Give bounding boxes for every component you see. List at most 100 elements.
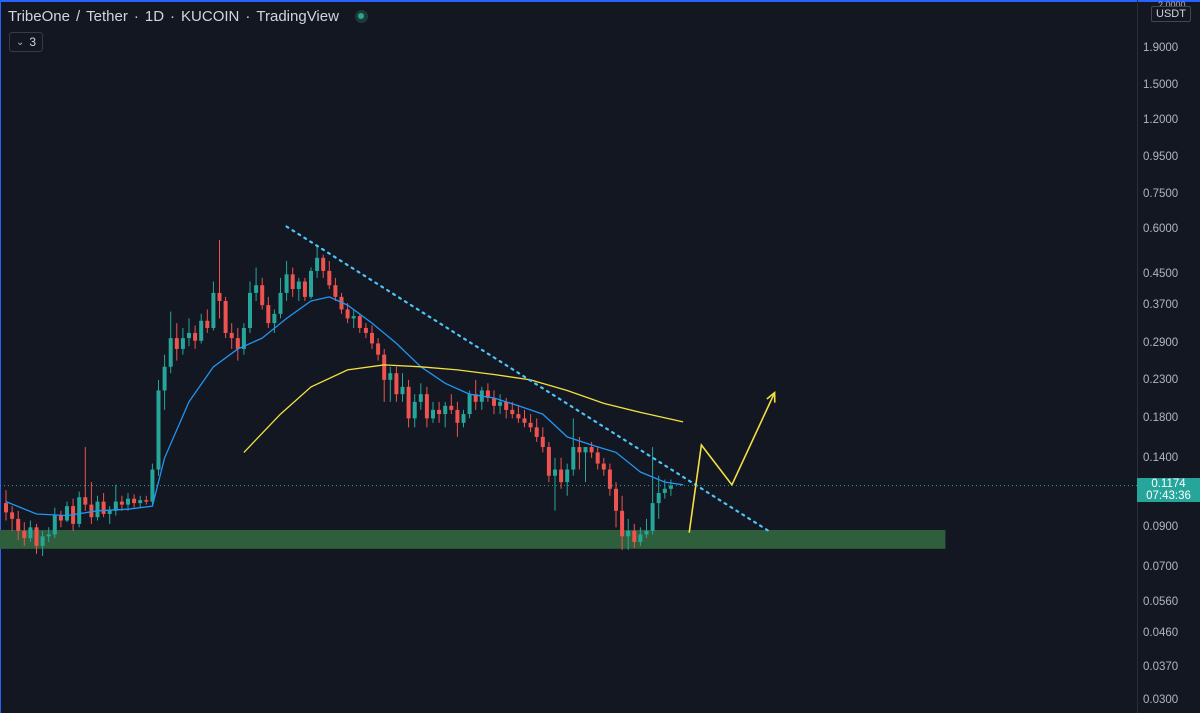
candle-body [614,488,618,511]
candle-body [327,270,332,286]
projection-arrowhead [766,391,776,403]
timeframe-label[interactable]: 1D [144,7,165,25]
candle-body [546,447,551,476]
candle-body [485,390,490,398]
drawings-layer [285,225,776,533]
candle-body [363,327,368,333]
ema-long-line [243,364,684,453]
candle-body [217,292,222,301]
candle-body [10,512,15,519]
projection-path [688,392,776,533]
candle-body [223,300,228,333]
candle-body [467,394,472,415]
indicator-count: 3 [29,35,37,49]
candle-body [351,316,356,319]
candle-body [101,501,106,514]
axis-tick-label: 0.4500 [1143,268,1179,281]
candle-body [345,309,350,319]
candle-body [89,504,94,518]
candle-body [168,338,173,367]
quote-name[interactable]: Tether [86,7,128,25]
candle-body [248,292,252,328]
candle-body [449,405,454,410]
candle-body [559,469,564,483]
candle-body [235,338,240,349]
candle-body [510,409,515,415]
provider-label: TradingView [256,7,339,25]
candle-body [162,366,167,391]
candle-body [461,414,466,423]
candle-body [437,409,442,415]
candle-body [180,338,185,349]
market-status-icon[interactable] [354,9,368,23]
candle-body [284,274,289,293]
trendline-dotted [285,225,770,532]
separator-dot-3: · [245,7,251,25]
candle-body [473,394,478,402]
axis-tick-label: 0.2300 [1143,373,1179,386]
candle-body [620,510,625,537]
candle-body [357,316,362,328]
axis-tick-label: 0.1400 [1143,451,1179,464]
candle-body [431,409,435,419]
candle-body [296,281,301,290]
candles-layer [4,240,673,556]
axis-tick-label: 0.0370 [1143,661,1179,674]
currency-selector-button[interactable]: USDT [1151,6,1191,22]
candle-body [650,503,655,531]
candle-body [626,530,631,537]
candle-body [144,500,149,502]
candle-body [272,313,277,324]
candle-body [339,296,344,310]
axis-tick-label: 0.2900 [1143,337,1179,350]
candle-body [205,320,210,328]
candle-body [241,327,246,349]
candle-body [107,510,112,514]
chart-header: TribeOne / Tether · 1D · KUCOIN · Tradin… [8,6,368,26]
candle-body [370,332,374,344]
moving-averages-layer [5,296,684,517]
candle-body [455,409,460,423]
symbol-name[interactable]: TribeOne [8,7,70,25]
candle-body [607,469,612,489]
candle-body [443,405,448,415]
candle-body [138,500,143,504]
candle-body [126,498,130,505]
axis-top-partial-label: 2.0000 [1158,0,1186,10]
ema-short-line [5,296,684,517]
bar-countdown: 07:43:36 [1146,489,1191,502]
candle-body [406,386,411,419]
candle-body [540,436,545,448]
candle-body [589,447,594,453]
candle-body [424,394,429,419]
price-axis[interactable] [1137,0,1200,713]
candle-body [583,447,588,453]
support-zone-rect [0,529,946,549]
candle-body [22,530,27,539]
candle-body [315,257,320,271]
axis-tick-label: 0.0460 [1143,626,1179,639]
candle-body [65,506,69,521]
symbol-separator: / [75,7,81,25]
candle-body [571,447,576,470]
chevron-down-icon: ⌄ [16,36,25,48]
candle-body [400,386,405,395]
candle-body [309,270,313,297]
candle-body [534,427,539,437]
candle-body [516,414,521,419]
axis-tick-label: 0.1800 [1143,412,1179,425]
candle-body [58,515,63,521]
candle-body [46,534,51,537]
axis-tick-label: 1.9000 [1143,42,1179,54]
axis-tick-label: 0.6000 [1143,223,1179,236]
candle-body [492,397,496,406]
axis-tick-label: 1.5000 [1143,79,1179,92]
candle-body [553,469,557,476]
candle-body [595,452,600,464]
candle-body [40,536,45,546]
candle-body [266,305,271,324]
indicators-toggle-button[interactable]: ⌄ 3 [9,32,44,52]
exchange-label[interactable]: KUCOIN [181,7,240,25]
